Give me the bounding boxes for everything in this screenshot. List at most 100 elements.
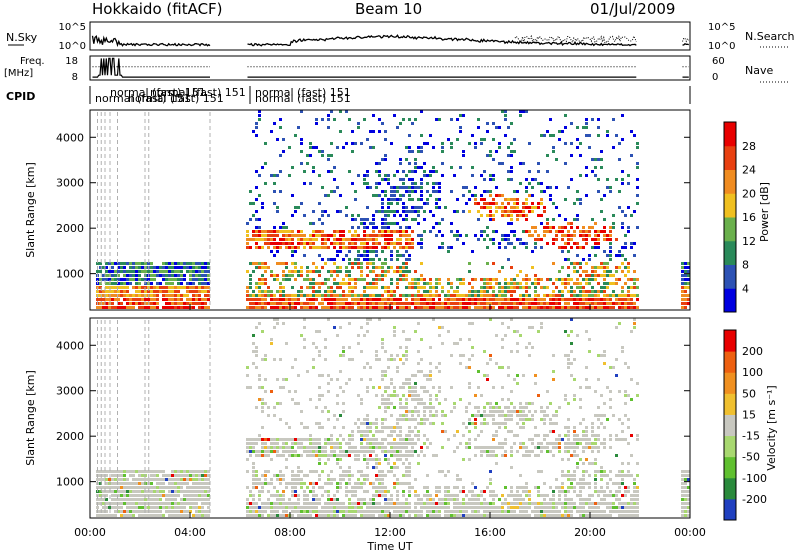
colorbar-swatch bbox=[724, 145, 736, 170]
power-cell bbox=[558, 230, 561, 233]
velocity-cell bbox=[156, 514, 159, 517]
power-cell bbox=[327, 118, 330, 121]
velocity-cell bbox=[453, 498, 456, 501]
velocity-cell bbox=[150, 474, 153, 477]
power-cell bbox=[525, 206, 528, 209]
velocity-cell bbox=[270, 438, 273, 441]
velocity-cell bbox=[402, 394, 405, 397]
power-cell bbox=[429, 230, 432, 233]
velocity-cell bbox=[144, 514, 147, 517]
velocity-cell bbox=[594, 442, 597, 445]
power-cell bbox=[435, 182, 438, 185]
power-cell bbox=[528, 294, 531, 297]
velocity-cell bbox=[408, 482, 411, 485]
velocity-cell bbox=[282, 510, 285, 513]
velocity-cell bbox=[126, 514, 129, 517]
velocity-cell bbox=[390, 454, 393, 457]
power-cell bbox=[510, 142, 513, 145]
velocity-cell bbox=[279, 446, 282, 449]
velocity-cell bbox=[156, 494, 159, 497]
power-cell bbox=[363, 242, 366, 245]
velocity-cell bbox=[579, 442, 582, 445]
velocity-cell bbox=[378, 386, 381, 389]
velocity-cell bbox=[498, 426, 501, 429]
velocity-cell bbox=[339, 386, 342, 389]
velocity-cell bbox=[279, 474, 282, 477]
power-cell bbox=[144, 290, 147, 293]
velocity-cell bbox=[159, 514, 162, 517]
power-cell bbox=[336, 286, 339, 289]
power-cell bbox=[480, 294, 483, 297]
velocity-cell bbox=[261, 330, 264, 333]
velocity-cell bbox=[198, 486, 201, 489]
power-cell bbox=[168, 294, 171, 297]
velocity-cell bbox=[258, 454, 261, 457]
velocity-cell bbox=[276, 378, 279, 381]
power-cell bbox=[585, 306, 588, 309]
velocity-cell bbox=[495, 406, 498, 409]
velocity-cell bbox=[513, 494, 516, 497]
velocity-cell bbox=[417, 494, 420, 497]
power-cell bbox=[573, 230, 576, 233]
velocity-cell bbox=[438, 502, 441, 505]
power-cell bbox=[372, 130, 375, 133]
velocity-cell bbox=[561, 474, 564, 477]
velocity-cell bbox=[189, 478, 192, 481]
velocity-cell bbox=[585, 514, 588, 517]
velocity-cell bbox=[318, 514, 321, 517]
power-cell bbox=[165, 294, 168, 297]
velocity-cell bbox=[456, 342, 459, 345]
cpid-overlap-1: normal (fast) 151 bbox=[95, 92, 191, 105]
power-cell bbox=[681, 294, 684, 297]
velocity-cell bbox=[534, 426, 537, 429]
power-cell bbox=[357, 298, 360, 301]
power-cell bbox=[132, 262, 135, 265]
power-cell bbox=[468, 290, 471, 293]
velocity-cell bbox=[276, 514, 279, 517]
power-cell bbox=[180, 282, 183, 285]
power-cell bbox=[375, 250, 378, 253]
power-cell bbox=[96, 290, 99, 293]
velocity-cell bbox=[171, 498, 174, 501]
power-cell bbox=[480, 298, 483, 301]
velocity-cell bbox=[561, 458, 564, 461]
power-cell bbox=[408, 238, 411, 241]
power-cell bbox=[108, 290, 111, 293]
velocity-cell bbox=[588, 498, 591, 501]
power-cell bbox=[522, 206, 525, 209]
velocity-cell bbox=[147, 470, 150, 473]
power-cell bbox=[450, 302, 453, 305]
velocity-cell bbox=[363, 458, 366, 461]
velocity-cell bbox=[252, 334, 255, 337]
power-cell bbox=[153, 302, 156, 305]
power-cell bbox=[501, 266, 504, 269]
power-cell bbox=[417, 290, 420, 293]
power-cell bbox=[501, 298, 504, 301]
power-cell bbox=[270, 242, 273, 245]
power-cell bbox=[576, 262, 579, 265]
nave-tick-bottom: 0 bbox=[712, 72, 718, 83]
velocity-cell bbox=[504, 422, 507, 425]
velocity-cell bbox=[99, 510, 102, 513]
power-cell bbox=[318, 282, 321, 285]
velocity-cell bbox=[543, 422, 546, 425]
power-cell bbox=[372, 242, 375, 245]
velocity-cell bbox=[165, 486, 168, 489]
power-cell bbox=[168, 262, 171, 265]
velocity-cell bbox=[285, 458, 288, 461]
velocity-cell bbox=[495, 410, 498, 413]
velocity-cell bbox=[156, 486, 159, 489]
power-cell bbox=[516, 214, 519, 217]
power-cell bbox=[204, 298, 207, 301]
power-cell bbox=[486, 122, 489, 125]
velocity-cell bbox=[339, 510, 342, 513]
power-cell bbox=[261, 298, 264, 301]
velocity-cell bbox=[420, 418, 423, 421]
velocity-cell bbox=[321, 506, 324, 509]
velocity-cell bbox=[495, 514, 498, 517]
velocity-cell bbox=[531, 402, 534, 405]
velocity-cell bbox=[429, 374, 432, 377]
power-cell bbox=[312, 286, 315, 289]
power-cell bbox=[204, 278, 207, 281]
power-cell bbox=[633, 294, 636, 297]
